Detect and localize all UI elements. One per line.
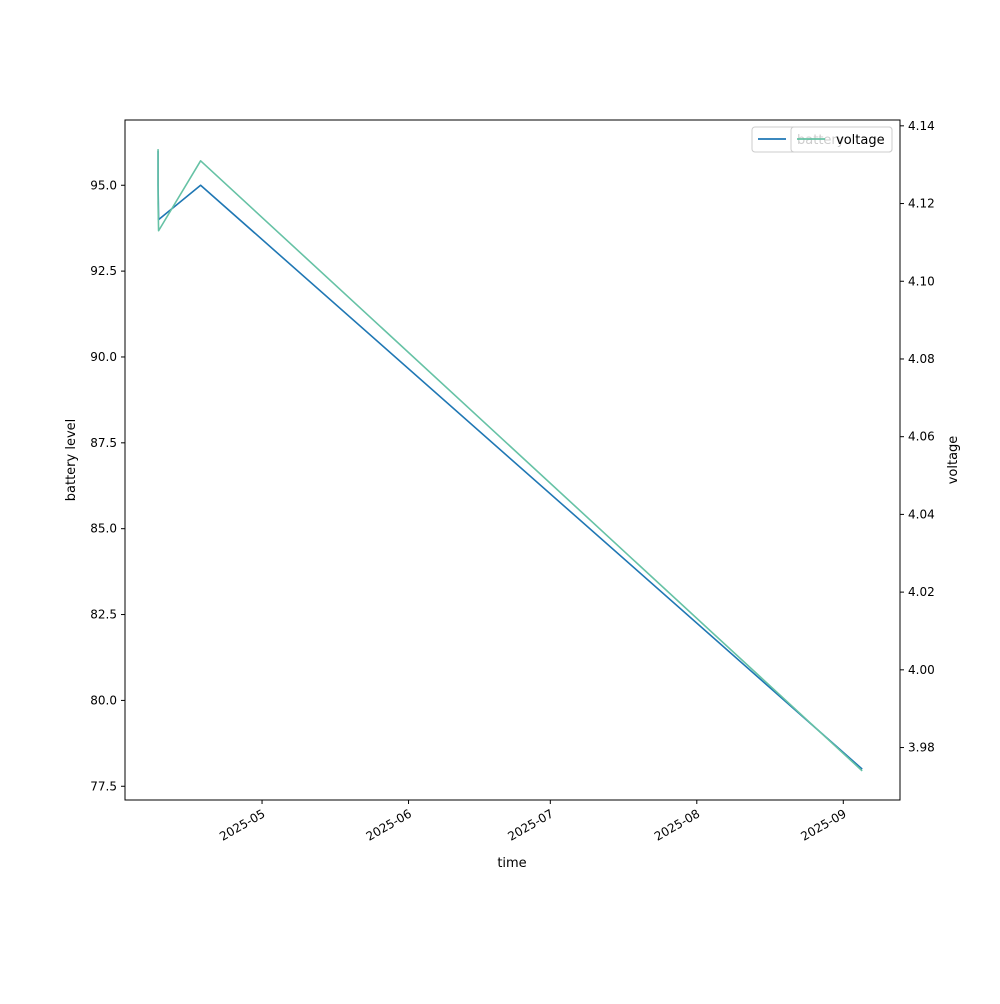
y-left-tick-label: 90.0 [90,350,117,364]
y-axis-right-label: voltage [946,436,961,485]
legend-label-voltage: voltage [836,133,885,148]
x-tick-label: 2025-08 [652,806,702,843]
y-left-tick-label: 77.5 [90,779,117,793]
legend-box-right [790,126,893,153]
y-left-tick-label: 95.0 [90,178,117,192]
y-right-tick-label: 4.08 [908,352,935,366]
x-tick-label: 2025-07 [505,806,555,843]
y-left-tick-label: 85.0 [90,522,117,536]
y-right-tick-label: 3.98 [908,741,935,755]
y-right-tick-label: 4.06 [908,430,935,444]
series-line-voltage [157,149,863,772]
y-left-tick-label: 92.5 [90,264,117,278]
y-right-tick-label: 4.10 [908,274,935,288]
y-right-tick-label: 4.14 [908,119,935,133]
x-tick-label: 2025-06 [364,806,414,843]
y-right-tick-label: 4.12 [908,197,935,211]
y-left-tick-label: 82.5 [90,608,117,622]
y-right-tick-label: 4.02 [908,585,935,599]
x-tick-label: 2025-05 [217,806,267,843]
y-left-tick-label: 80.0 [90,693,117,707]
y-axis-left-label: battery level [64,419,79,502]
legend: batteryvoltage [751,126,893,153]
y-left-tick-label: 87.5 [90,436,117,450]
x-axis-label: time [497,856,526,871]
x-tick-label: 2025-09 [798,806,848,843]
y-right-tick-label: 4.04 [908,507,935,521]
y-right-tick-label: 4.00 [908,663,935,677]
